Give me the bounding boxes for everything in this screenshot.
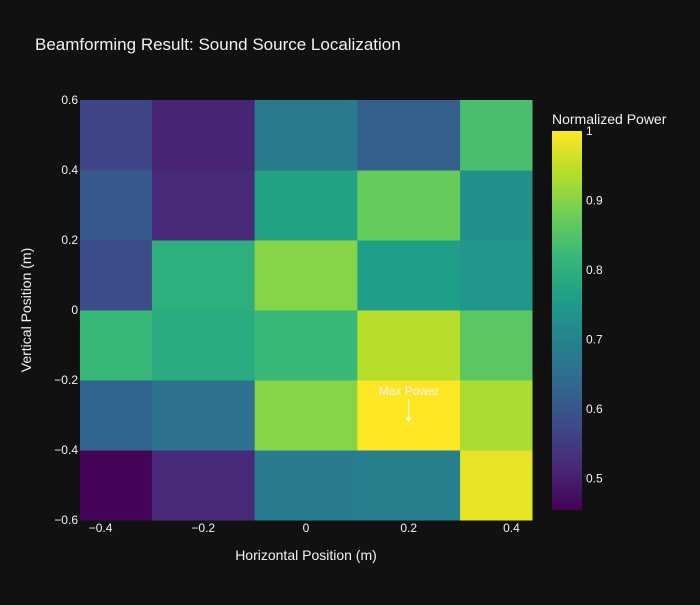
heatmap-cell bbox=[357, 310, 461, 381]
y-tick-label: 0.2 bbox=[61, 233, 78, 247]
x-tick-label: 0 bbox=[303, 521, 310, 535]
x-tick-label: −0.2 bbox=[191, 521, 215, 535]
heatmap-cell bbox=[151, 310, 256, 381]
heatmap-cell bbox=[151, 240, 256, 311]
heatmap-cell bbox=[254, 100, 358, 171]
heatmap-cell bbox=[460, 450, 533, 521]
x-axis-title: Horizontal Position (m) bbox=[235, 547, 377, 563]
heatmap-cell bbox=[357, 100, 461, 171]
heatmap-cell bbox=[151, 100, 256, 171]
heatmap-cell bbox=[254, 170, 358, 241]
y-axis: −0.6 −0.4 −0.2 0 0.2 0.4 0.6 bbox=[54, 93, 78, 527]
heatmap-cell bbox=[460, 170, 533, 241]
y-axis-title: Vertical Position (m) bbox=[18, 248, 34, 372]
colorbar: Normalized Power 0.5 0.6 0.7 0.8 0.9 1 bbox=[552, 111, 667, 510]
heatmap-cell bbox=[460, 380, 533, 451]
heatmap-cell bbox=[80, 380, 153, 451]
colorbar-tick-label: 0.5 bbox=[586, 472, 603, 486]
colorbar-tick-label: 0.8 bbox=[586, 263, 603, 277]
y-tick-label: −0.2 bbox=[54, 373, 78, 387]
heatmap-cell bbox=[254, 240, 358, 311]
y-tick-label: 0 bbox=[71, 303, 78, 317]
heatmap-cell bbox=[80, 240, 153, 311]
heatmap-cell bbox=[254, 310, 358, 381]
heatmap-cell bbox=[357, 170, 461, 241]
heatmap-cells bbox=[80, 100, 533, 521]
y-tick-label: −0.4 bbox=[54, 443, 78, 457]
heatmap-cell bbox=[80, 310, 153, 381]
annotation-arrowhead bbox=[405, 416, 412, 422]
x-tick-label: 0.4 bbox=[503, 521, 520, 535]
colorbar-tick-label: 0.9 bbox=[586, 194, 603, 208]
heatmap-cell bbox=[80, 170, 153, 241]
colorbar-tick-label: 1 bbox=[586, 124, 593, 138]
heatmap-cell bbox=[151, 450, 256, 521]
chart-title: Beamforming Result: Sound Source Localiz… bbox=[35, 35, 401, 54]
x-tick-label: 0.2 bbox=[400, 521, 417, 535]
colorbar-tick-label: 0.6 bbox=[586, 402, 603, 416]
heatmap-cell bbox=[460, 100, 533, 171]
heatmap-cell bbox=[151, 380, 256, 451]
heatmap-cell bbox=[80, 100, 153, 171]
annotation-text: Max Power bbox=[379, 384, 439, 398]
y-tick-label: 0.4 bbox=[61, 163, 78, 177]
colorbar-title: Normalized Power bbox=[552, 111, 667, 127]
max-power-annotation: Max Power bbox=[379, 384, 439, 422]
heatmap-cell bbox=[460, 240, 533, 311]
colorbar-gradient bbox=[552, 131, 582, 510]
y-tick-label: −0.6 bbox=[54, 513, 78, 527]
colorbar-tick-label: 0.7 bbox=[586, 333, 603, 347]
heatmap-cell bbox=[151, 170, 256, 241]
heatmap-cell bbox=[254, 380, 358, 451]
heatmap-cell bbox=[254, 450, 358, 521]
heatmap-cell bbox=[460, 310, 533, 381]
heatmap-cell bbox=[80, 450, 153, 521]
colorbar-ticks: 0.5 0.6 0.7 0.8 0.9 1 bbox=[586, 124, 603, 486]
x-tick-label: −0.4 bbox=[89, 521, 113, 535]
y-tick-label: 0.6 bbox=[61, 93, 78, 107]
heatmap-cell bbox=[357, 240, 461, 311]
x-axis: −0.4 −0.2 0 0.2 0.4 bbox=[89, 521, 520, 535]
heatmap-cell bbox=[357, 450, 461, 521]
